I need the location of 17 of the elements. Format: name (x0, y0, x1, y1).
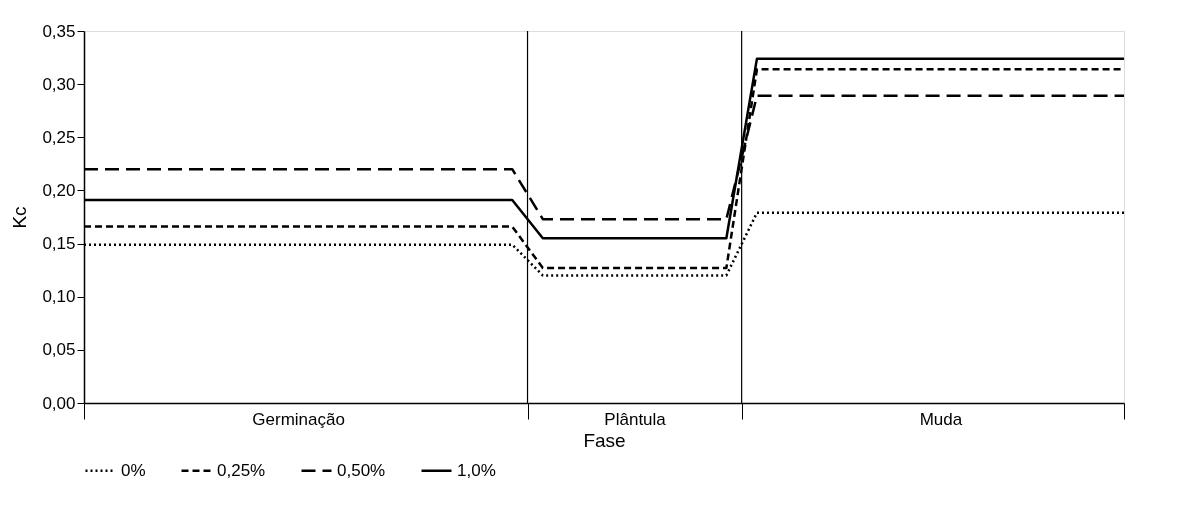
y-tick-label: 0,15 (42, 234, 76, 254)
x-tick-label: Plântula (604, 409, 667, 429)
legend-label: 0,50% (337, 460, 386, 480)
y-tick-label: 0,05 (42, 340, 76, 360)
y-tick-label: 0,35 (42, 21, 76, 41)
x-tick-label: Germinação (252, 409, 345, 429)
y-axis-title: Kc (9, 206, 31, 229)
y-tick-label: 0,10 (42, 287, 76, 307)
y-tick-label: 0,30 (42, 74, 76, 94)
x-axis-title: Fase (583, 429, 626, 451)
legend-label: 0,25% (217, 460, 266, 480)
legend-label: 1,0% (457, 460, 496, 480)
y-tick-label: 0,00 (42, 393, 76, 413)
y-tick-label: 0,25 (42, 127, 76, 147)
x-tick-label: Muda (919, 409, 963, 429)
legend-label: 0% (121, 460, 146, 480)
y-tick-label: 0,20 (42, 180, 76, 200)
